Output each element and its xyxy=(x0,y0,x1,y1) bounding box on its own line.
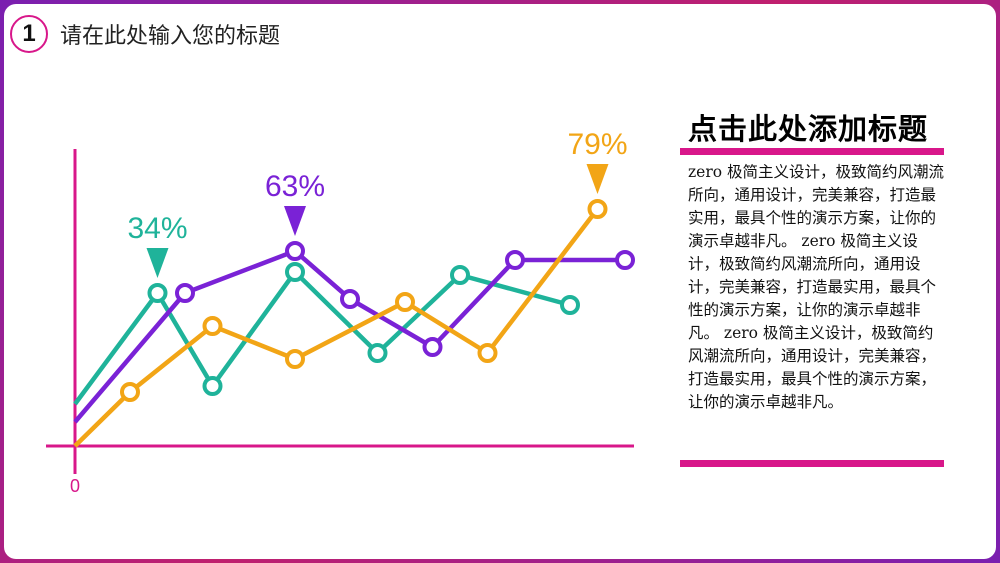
panel-title[interactable]: 点击此处添加标题 xyxy=(688,112,929,146)
data-point-teal-4 xyxy=(367,343,388,363)
data-point-teal-6 xyxy=(560,295,580,315)
page-title[interactable]: 请在此处输入您的标题 xyxy=(60,24,281,49)
data-point-purple-1 xyxy=(175,283,195,303)
data-point-purple-5 xyxy=(505,250,525,270)
panel-body-text[interactable]: zero 极简主义设计，极致简约风潮流所向，通用设计，完美兼容，打造最实用，最具… xyxy=(688,163,945,411)
data-point-purple-2 xyxy=(285,241,305,261)
data-point-orange-6 xyxy=(587,199,608,219)
callout-arrow-purple xyxy=(284,206,306,236)
header: 1 请在此处输入您的标题 xyxy=(10,12,280,56)
data-point-orange-5 xyxy=(477,343,498,363)
callout-label-purple: 63% xyxy=(265,170,325,203)
line-chart: 0 34% 63% 79% xyxy=(46,128,635,496)
callout-arrow-teal xyxy=(146,248,169,278)
data-point-teal-5 xyxy=(450,265,470,285)
section-number: 1 xyxy=(22,20,36,47)
origin-label: 0 xyxy=(70,476,80,496)
data-point-orange-3 xyxy=(285,349,305,369)
data-point-purple-6 xyxy=(615,250,635,270)
data-point-orange-2 xyxy=(202,316,223,336)
data-point-orange-1 xyxy=(120,382,140,402)
data-point-teal-1 xyxy=(147,283,168,303)
data-point-purple-4 xyxy=(422,337,443,357)
data-point-purple-3 xyxy=(340,289,360,309)
data-point-orange-4 xyxy=(395,292,415,312)
panel-bottom-bar xyxy=(680,460,944,467)
data-point-teal-3 xyxy=(285,262,305,282)
callout-arrow-orange xyxy=(586,164,609,194)
slide: 1 请在此处输入您的标题 0 34% 63% 79% 点击此处添加标题 zero 极简… xyxy=(4,4,996,559)
callout-label-teal: 34% xyxy=(127,212,187,245)
section-number-badge: 1 xyxy=(10,15,48,53)
data-point-teal-2 xyxy=(202,376,223,396)
panel-top-bar xyxy=(680,148,944,155)
callout-label-orange: 79% xyxy=(567,128,627,161)
